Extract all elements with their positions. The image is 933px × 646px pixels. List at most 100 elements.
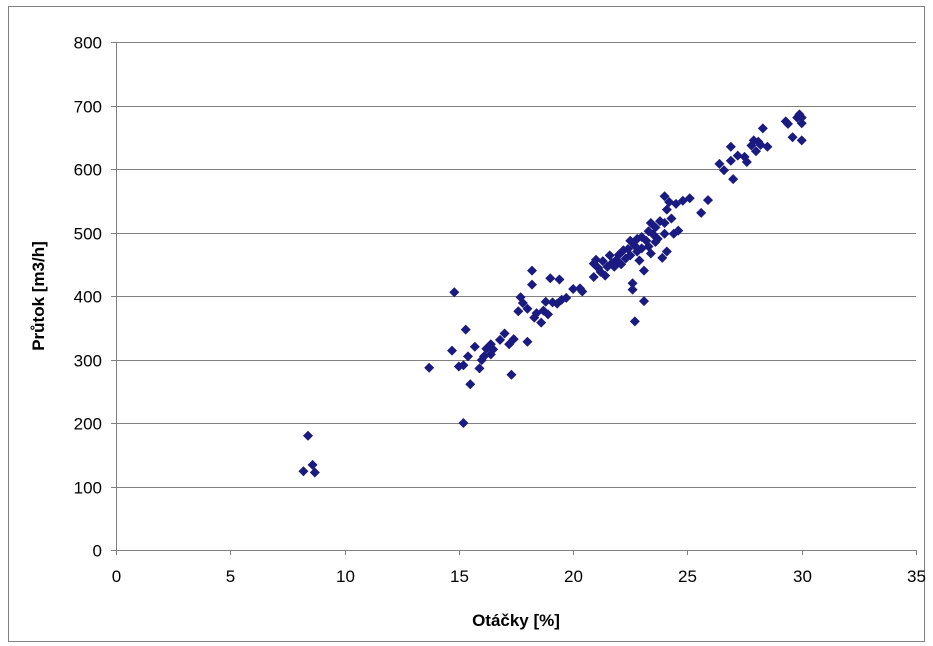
data-point <box>527 265 537 276</box>
data-point <box>504 339 515 350</box>
data-point <box>588 271 599 282</box>
x-tick-label: 0 <box>112 567 121 586</box>
data-point <box>309 467 320 478</box>
data-point <box>783 118 793 129</box>
data-point <box>639 265 649 276</box>
data-point <box>659 228 670 239</box>
data-point <box>298 466 309 477</box>
data-point <box>536 317 547 328</box>
data-point <box>645 248 656 259</box>
x-tick-label: 30 <box>793 567 812 586</box>
data-point <box>629 316 640 327</box>
data-point <box>627 278 638 289</box>
data-point <box>307 459 318 470</box>
x-tick-label: 15 <box>450 567 469 586</box>
data-point <box>469 341 480 352</box>
data-point <box>650 222 661 233</box>
data-point <box>465 379 476 390</box>
data-point <box>671 198 681 209</box>
y-axis-ticks: 0 100 200 300 400 500 600 700 800 <box>74 34 116 561</box>
y-tick-label: 500 <box>74 225 102 244</box>
data-point <box>625 250 636 261</box>
chart-frame <box>8 6 925 642</box>
data-point <box>741 157 752 168</box>
data-point <box>545 273 556 284</box>
x-tick-label: 20 <box>564 567 583 586</box>
data-point <box>666 213 677 224</box>
data-point <box>796 135 807 146</box>
data-point <box>762 141 773 152</box>
data-point <box>591 254 601 265</box>
data-point <box>540 296 551 307</box>
data-point <box>597 256 608 267</box>
data-point <box>527 279 537 290</box>
data-point <box>703 195 713 206</box>
data-point <box>696 207 707 218</box>
data-point <box>568 284 579 295</box>
data-point <box>499 328 510 339</box>
data-point <box>652 233 663 244</box>
data-point <box>634 255 645 266</box>
data-point <box>303 430 313 441</box>
data-point <box>522 336 533 347</box>
data-point <box>485 339 496 350</box>
data-point <box>554 274 565 285</box>
data-point <box>728 174 739 185</box>
data-point <box>522 303 533 314</box>
y-tick-label: 200 <box>74 415 102 434</box>
data-point <box>506 369 517 380</box>
data-point <box>719 165 729 176</box>
data-point <box>796 112 807 123</box>
y-axis-title: Průtok [m3/h] <box>29 241 48 351</box>
x-axis-ticks: 0 5 10 15 20 25 30 35 <box>112 550 926 586</box>
data-point <box>449 287 460 298</box>
y-tick-label: 100 <box>74 479 102 498</box>
gridlines <box>116 42 916 488</box>
x-tick-label: 35 <box>907 567 926 586</box>
data-point <box>725 155 736 166</box>
data-point <box>543 309 553 320</box>
data-point <box>458 360 469 371</box>
data-point <box>424 362 435 373</box>
data-points <box>298 109 807 478</box>
data-point <box>447 345 457 356</box>
data-point <box>458 418 469 428</box>
x-tick-label: 5 <box>226 567 235 586</box>
data-point <box>673 225 684 236</box>
data-point <box>657 252 668 263</box>
y-tick-label: 800 <box>74 34 102 53</box>
data-point <box>661 204 672 215</box>
data-point <box>463 351 473 362</box>
data-point <box>508 334 519 345</box>
y-tick-label: 300 <box>74 352 102 371</box>
y-tick-label: 0 <box>93 542 102 561</box>
data-point <box>561 292 572 303</box>
data-point <box>659 191 670 202</box>
data-point <box>659 217 670 228</box>
data-point <box>627 284 638 295</box>
data-point <box>495 334 505 345</box>
data-point <box>714 158 725 169</box>
axes <box>116 42 916 551</box>
data-point <box>796 118 807 129</box>
x-axis-title: Otáčky [%] <box>472 611 560 630</box>
data-point <box>661 246 672 257</box>
data-point <box>513 306 524 317</box>
x-tick-label: 10 <box>336 567 355 586</box>
x-tick-label: 25 <box>678 567 697 586</box>
data-point <box>577 286 588 297</box>
y-tick-label: 700 <box>74 98 102 117</box>
y-tick-label: 400 <box>74 288 102 307</box>
data-point <box>474 363 485 374</box>
data-point <box>684 193 695 204</box>
data-point <box>725 141 736 152</box>
y-tick-label: 600 <box>74 161 102 180</box>
data-point <box>751 146 761 157</box>
data-point <box>616 259 627 270</box>
data-point <box>787 132 798 143</box>
data-point <box>639 296 649 307</box>
data-point <box>732 150 743 161</box>
data-point <box>604 250 615 261</box>
data-point <box>460 324 471 335</box>
